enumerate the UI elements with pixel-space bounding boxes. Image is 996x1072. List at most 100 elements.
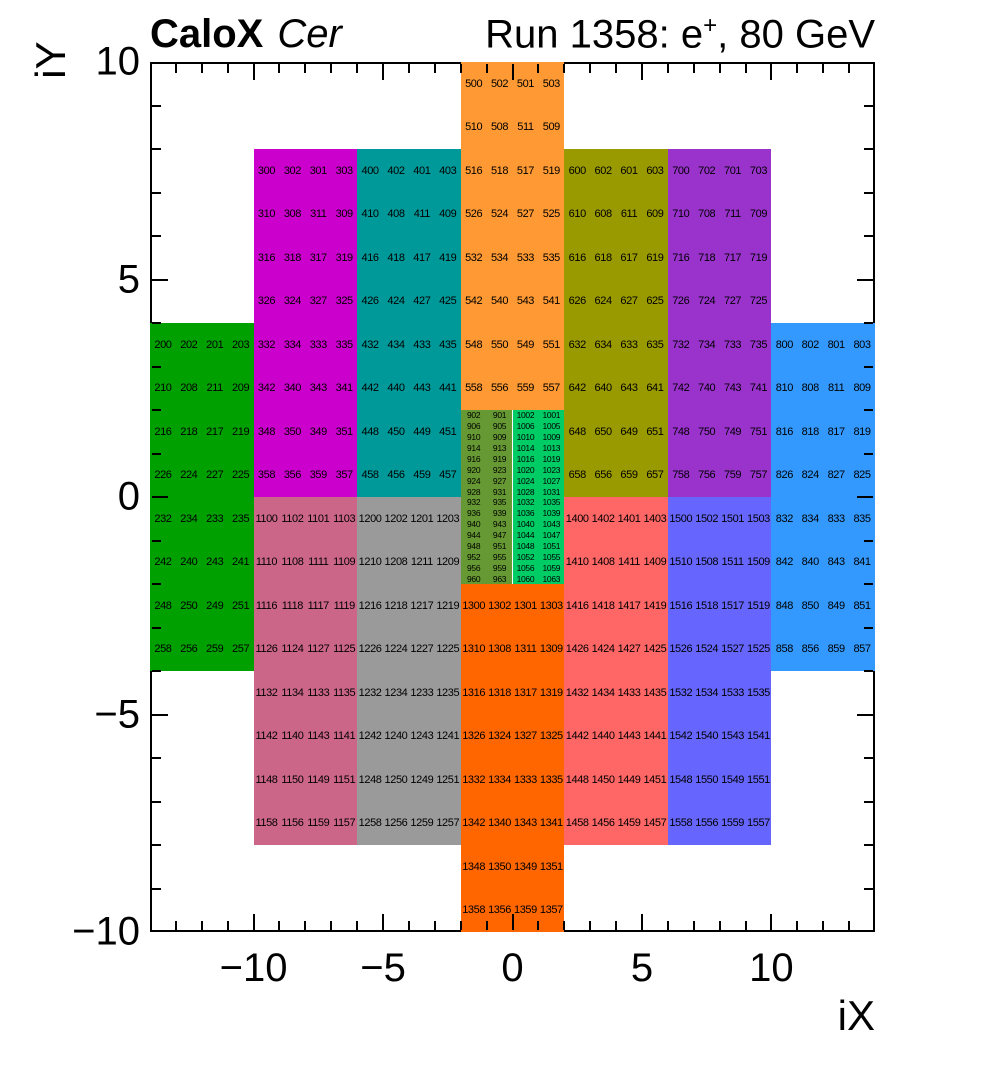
- cell-label: 759: [724, 469, 742, 482]
- cell-label: 418: [387, 251, 405, 264]
- cell-label: 1143: [307, 730, 330, 743]
- cell-label: 410: [361, 208, 380, 221]
- cell-label: 857: [853, 643, 871, 656]
- cell-label: 742: [672, 382, 690, 395]
- cell-label: 1541: [747, 730, 770, 743]
- cell-label: 1334: [488, 773, 511, 786]
- cell-label: 633: [620, 338, 638, 351]
- cell-label: 332: [257, 338, 276, 351]
- y-tick: [152, 365, 161, 368]
- cell-label: 1400: [565, 512, 589, 525]
- cell-label: 850: [801, 599, 820, 612]
- plot-title-right: Run 1358: e+, 80 GeV: [485, 12, 875, 57]
- x-tick: [666, 64, 669, 73]
- cell-label: 849: [827, 599, 846, 612]
- cell-label: 732: [672, 338, 690, 351]
- cell-label: 259: [206, 643, 224, 656]
- x-tick: [563, 64, 566, 73]
- cell-label: 848: [775, 599, 794, 612]
- x-tick: [640, 64, 643, 80]
- cell-label: 457: [439, 469, 457, 482]
- x-tick: [796, 921, 799, 930]
- cell-label: 1135: [333, 686, 356, 699]
- x-tick: [770, 64, 773, 80]
- cell-label: 433: [413, 338, 431, 351]
- cell-label: 1055: [542, 551, 561, 562]
- cell-label: 1142: [255, 730, 278, 743]
- y-tick: [152, 191, 161, 194]
- cell-label: 225: [232, 469, 250, 482]
- cell-label: 618: [594, 251, 613, 264]
- cell-label: 233: [206, 512, 224, 525]
- cell-label: 826: [775, 469, 794, 482]
- cell-label: 1417: [617, 599, 641, 612]
- cell-label: 1350: [488, 860, 511, 873]
- cell-label: 1125: [333, 643, 356, 656]
- y-tick-label: 10: [95, 39, 141, 84]
- cell-label: 1311: [514, 643, 537, 656]
- y-tick: [864, 626, 873, 629]
- x-tick-label: −10: [219, 946, 288, 990]
- cell-label: 1216: [358, 599, 382, 612]
- y-tick: [152, 235, 161, 237]
- cell-label: 916: [467, 453, 481, 464]
- cell-label: 1419: [643, 599, 667, 612]
- cell-label: 400: [361, 164, 380, 177]
- cell-label: 543: [516, 295, 535, 308]
- cell-label: 227: [206, 469, 224, 482]
- cell-label: 401: [413, 164, 431, 177]
- cell-label: 608: [594, 208, 613, 221]
- cell-label: 527: [516, 208, 535, 221]
- x-tick: [744, 64, 747, 73]
- cell-label: 1532: [669, 686, 693, 699]
- cell-label: 825: [853, 469, 871, 482]
- x-tick: [485, 921, 488, 930]
- x-tick: [356, 921, 359, 930]
- block-ch1400: [564, 497, 668, 845]
- cell-label: 808: [801, 382, 820, 395]
- block-ch600: [564, 149, 668, 497]
- cell-label: 947: [492, 530, 507, 541]
- cell-label: 1316: [462, 686, 486, 699]
- y-tick: [864, 365, 873, 368]
- block-ch700: [667, 149, 772, 497]
- cell-label: 303: [335, 164, 354, 177]
- cell-label: 928: [467, 486, 481, 497]
- cell-label: 533: [516, 251, 535, 264]
- cell-label: 624: [594, 295, 613, 308]
- cell-label: 334: [283, 338, 302, 351]
- cell-label: 1118: [281, 599, 304, 612]
- cell-label: 1225: [436, 643, 460, 656]
- cell-label: 906: [467, 421, 481, 432]
- cell-label: 1250: [384, 773, 408, 786]
- cell-label: 709: [749, 208, 768, 221]
- cell-label: 1110: [255, 556, 278, 569]
- cell-label: 711: [724, 208, 741, 221]
- cell-label: 924: [467, 475, 481, 486]
- x-tick: [718, 64, 721, 73]
- y-tick: [857, 496, 873, 498]
- cell-label: 951: [492, 540, 507, 551]
- cell-label: 1356: [488, 904, 511, 917]
- cell-label: 1558: [669, 817, 693, 830]
- cell-label: 1019: [542, 453, 561, 464]
- cell-label: 518: [490, 164, 509, 177]
- cell-label: 301: [309, 164, 328, 177]
- x-tick: [174, 64, 177, 73]
- cell-label: 216: [154, 425, 172, 438]
- cell-label: 1451: [643, 773, 667, 786]
- y-tick-label: 5: [117, 257, 140, 301]
- cell-label: 1426: [565, 643, 589, 656]
- cell-label: 524: [490, 208, 509, 221]
- cell-label: 1519: [747, 599, 770, 612]
- cell-label: 549: [516, 338, 535, 351]
- cell-label: 1342: [462, 817, 486, 830]
- cell-label: 1459: [617, 817, 641, 830]
- cell-label: 256: [180, 643, 198, 656]
- cell-label: 211: [206, 382, 224, 395]
- cell-label: 235: [232, 512, 250, 525]
- x-tick-label: −5: [360, 946, 406, 990]
- cell-label: 1456: [591, 817, 615, 830]
- cell-label: 541: [542, 295, 561, 308]
- cell-label: 311: [310, 208, 327, 221]
